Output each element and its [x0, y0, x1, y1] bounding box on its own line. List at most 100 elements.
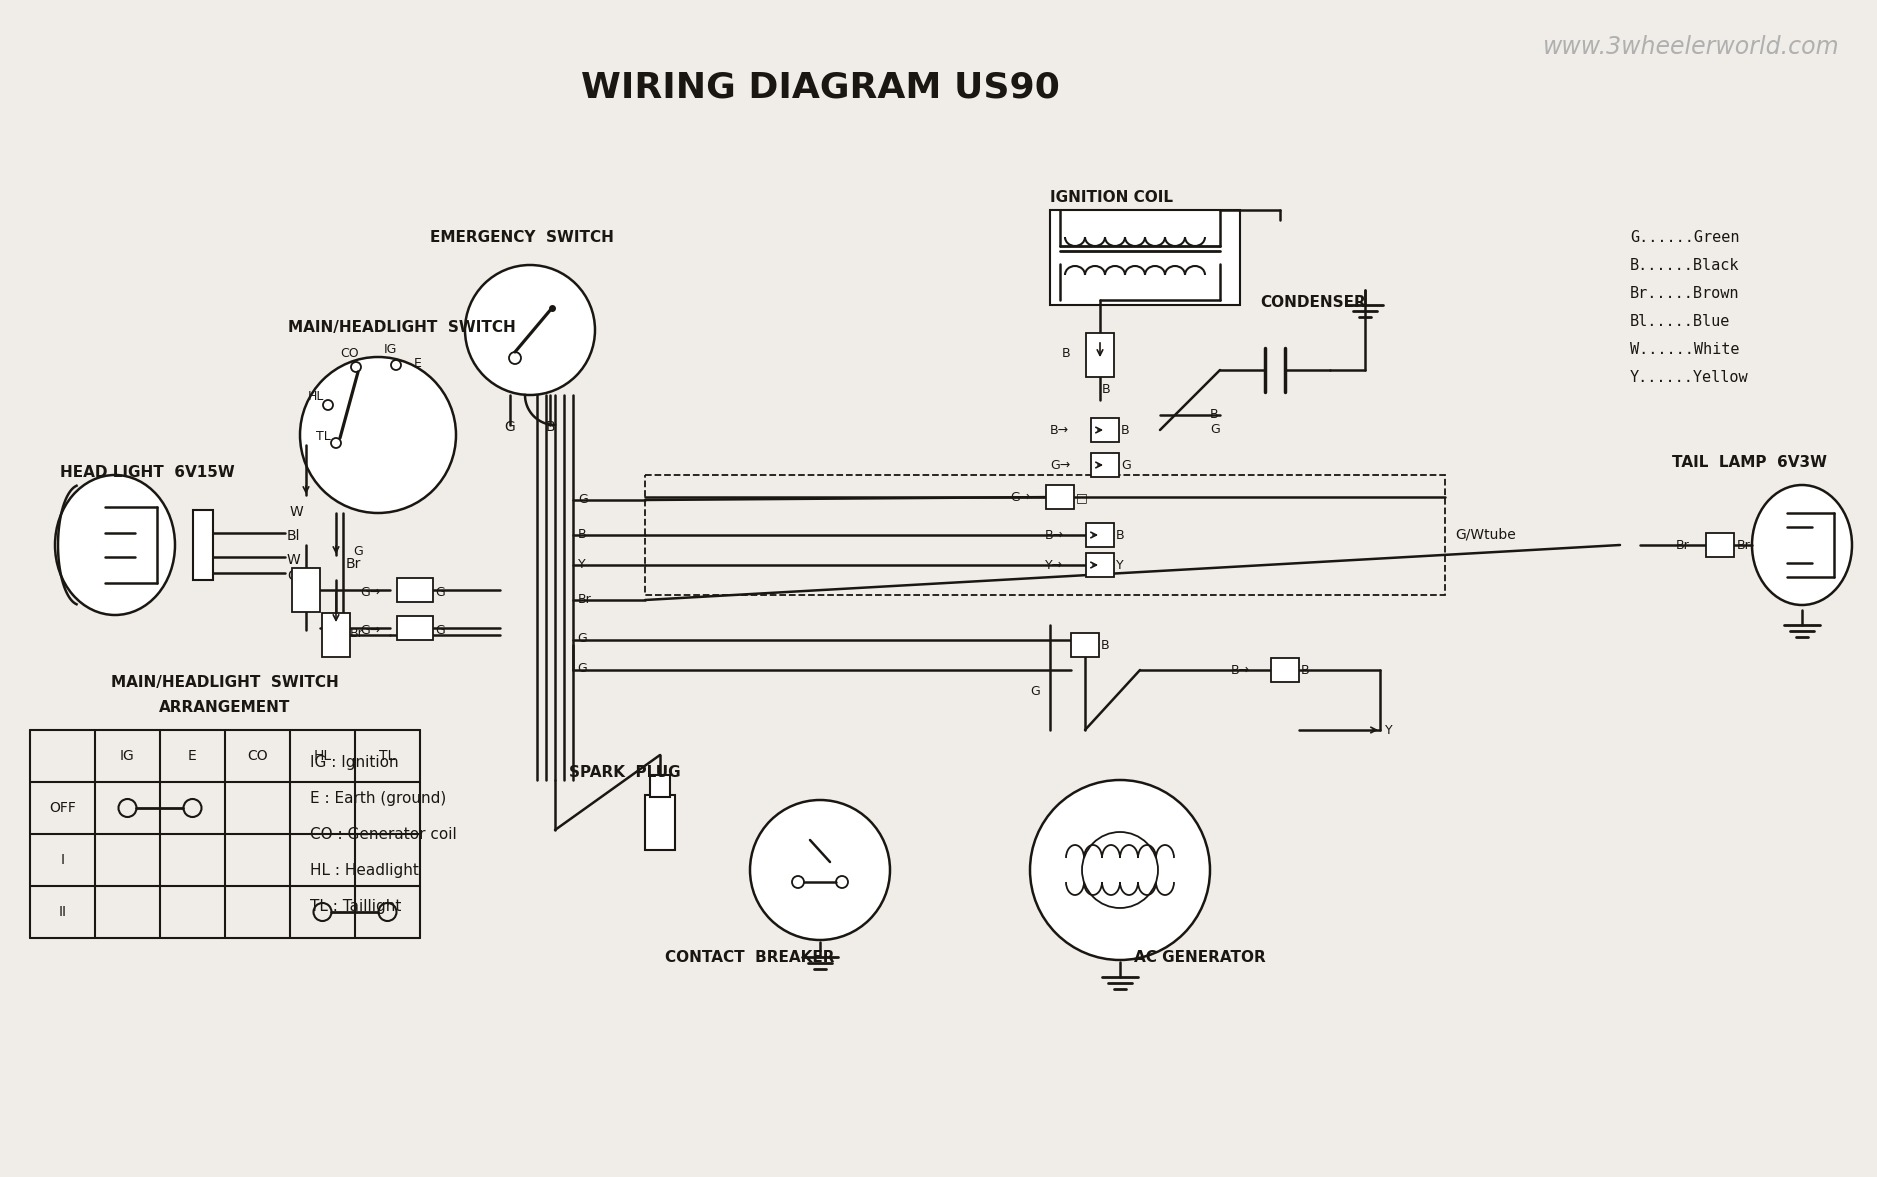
Text: CO : Generator coil: CO : Generator coil — [310, 827, 456, 842]
Text: B: B — [1102, 383, 1111, 395]
Text: HL: HL — [308, 390, 325, 403]
Text: B: B — [1301, 664, 1310, 677]
Bar — [1087, 553, 1115, 577]
Text: www.3wheelerworld.com: www.3wheelerworld.com — [1543, 35, 1839, 59]
Text: B→: B→ — [1045, 528, 1064, 541]
Text: CONDENSER: CONDENSER — [1259, 295, 1366, 310]
Text: G: G — [1030, 685, 1040, 698]
Bar — [1072, 633, 1100, 657]
Bar — [649, 774, 670, 797]
Text: B: B — [1061, 347, 1070, 360]
Text: Br: Br — [1736, 539, 1751, 552]
Text: OFF: OFF — [49, 802, 75, 814]
Text: IG: IG — [383, 343, 396, 355]
Text: G: G — [576, 632, 588, 645]
Text: HL: HL — [313, 749, 332, 763]
Text: IG: IG — [120, 749, 135, 763]
Text: Y: Y — [1385, 724, 1393, 737]
Circle shape — [1030, 780, 1211, 960]
Circle shape — [300, 357, 456, 513]
Circle shape — [465, 265, 595, 395]
Text: G: G — [287, 568, 298, 583]
Text: W: W — [289, 505, 302, 519]
Text: G: G — [435, 624, 445, 637]
Text: Y→: Y→ — [1045, 559, 1062, 572]
Text: B: B — [1117, 528, 1124, 541]
Bar — [1045, 485, 1074, 508]
Bar — [1091, 453, 1119, 477]
Text: E : Earth (ground): E : Earth (ground) — [310, 791, 447, 806]
Text: Bl.....Blue: Bl.....Blue — [1629, 314, 1731, 330]
Text: Br: Br — [578, 593, 591, 606]
Text: Br: Br — [349, 627, 364, 640]
Text: CO: CO — [248, 749, 268, 763]
Text: CO: CO — [342, 347, 359, 360]
Bar — [1091, 418, 1119, 443]
Text: G: G — [578, 493, 588, 506]
Circle shape — [1081, 832, 1158, 907]
Text: TAIL  LAMP  6V3W: TAIL LAMP 6V3W — [1672, 455, 1826, 470]
Text: CONTACT  BREAKER: CONTACT BREAKER — [664, 950, 835, 965]
Text: Br: Br — [345, 557, 362, 571]
Text: EMERGENCY  SWITCH: EMERGENCY SWITCH — [430, 230, 614, 245]
Text: TL: TL — [315, 430, 330, 443]
Text: □: □ — [1076, 491, 1089, 504]
Text: E: E — [188, 749, 197, 763]
Text: TL: TL — [379, 749, 396, 763]
Text: B→: B→ — [1049, 424, 1070, 437]
Text: ARRANGEMENT: ARRANGEMENT — [160, 700, 291, 714]
Text: G: G — [505, 420, 516, 434]
Text: B: B — [578, 528, 588, 541]
Text: Bl: Bl — [287, 528, 300, 543]
Text: G: G — [435, 586, 445, 599]
Text: W: W — [287, 553, 300, 567]
Text: B: B — [1121, 424, 1130, 437]
Text: G→: G→ — [360, 624, 381, 637]
Text: G: G — [576, 661, 588, 674]
Bar — [1087, 333, 1115, 377]
Bar — [1049, 210, 1241, 305]
Text: G: G — [1121, 459, 1130, 472]
Bar — [1087, 523, 1115, 547]
Ellipse shape — [54, 476, 175, 616]
Text: II: II — [58, 905, 66, 919]
Text: MAIN/HEADLIGHT  SWITCH: MAIN/HEADLIGHT SWITCH — [287, 320, 516, 335]
Circle shape — [751, 800, 890, 940]
Text: Br.....Brown: Br.....Brown — [1629, 286, 1740, 301]
Text: I: I — [60, 853, 64, 867]
Text: HEAD LIGHT  6V15W: HEAD LIGHT 6V15W — [60, 465, 235, 480]
Text: G→: G→ — [1049, 459, 1070, 472]
Text: TL : Taillight: TL : Taillight — [310, 899, 402, 915]
Text: W......White: W......White — [1629, 343, 1740, 357]
Text: B......Black: B......Black — [1629, 258, 1740, 273]
Bar — [1271, 658, 1299, 681]
Ellipse shape — [1751, 485, 1853, 605]
Text: B: B — [1211, 408, 1218, 421]
Text: G......Green: G......Green — [1629, 230, 1740, 245]
Bar — [323, 613, 349, 657]
Text: G→: G→ — [360, 586, 381, 599]
Text: G: G — [1211, 423, 1220, 435]
Text: E: E — [415, 357, 422, 370]
Text: AC GENERATOR: AC GENERATOR — [1134, 950, 1265, 965]
Text: B: B — [544, 420, 556, 434]
Text: IGNITION COIL: IGNITION COIL — [1049, 189, 1173, 205]
Bar — [398, 616, 434, 640]
Text: SPARK  PLUG: SPARK PLUG — [569, 765, 681, 780]
Bar — [646, 476, 1445, 596]
Bar — [293, 568, 319, 612]
Text: G/Wtube: G/Wtube — [1455, 527, 1517, 541]
Text: Y......Yellow: Y......Yellow — [1629, 370, 1749, 385]
Text: MAIN/HEADLIGHT  SWITCH: MAIN/HEADLIGHT SWITCH — [111, 674, 340, 690]
Bar — [193, 510, 212, 580]
Text: B: B — [1102, 639, 1109, 652]
Text: B→: B→ — [1231, 664, 1250, 677]
Bar — [646, 794, 676, 850]
Text: G: G — [353, 545, 362, 558]
Text: WIRING DIAGRAM US90: WIRING DIAGRAM US90 — [580, 69, 1059, 104]
Text: Y: Y — [1117, 559, 1124, 572]
Text: IG : Ignition: IG : Ignition — [310, 754, 398, 770]
Text: G→: G→ — [1010, 491, 1030, 504]
Text: Y: Y — [578, 558, 586, 571]
Bar — [1706, 533, 1734, 557]
